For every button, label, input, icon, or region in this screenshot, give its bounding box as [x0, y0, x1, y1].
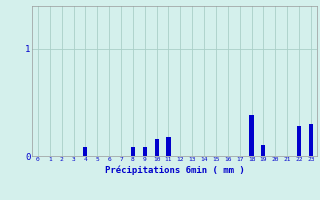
Bar — [155, 139, 159, 156]
Bar — [131, 147, 135, 156]
Bar — [143, 147, 147, 156]
Bar — [166, 137, 171, 156]
Bar — [297, 126, 301, 156]
Bar — [250, 115, 254, 156]
Bar — [261, 145, 266, 156]
Bar — [309, 124, 313, 156]
X-axis label: Précipitations 6min ( mm ): Précipitations 6min ( mm ) — [105, 165, 244, 175]
Bar — [83, 147, 87, 156]
